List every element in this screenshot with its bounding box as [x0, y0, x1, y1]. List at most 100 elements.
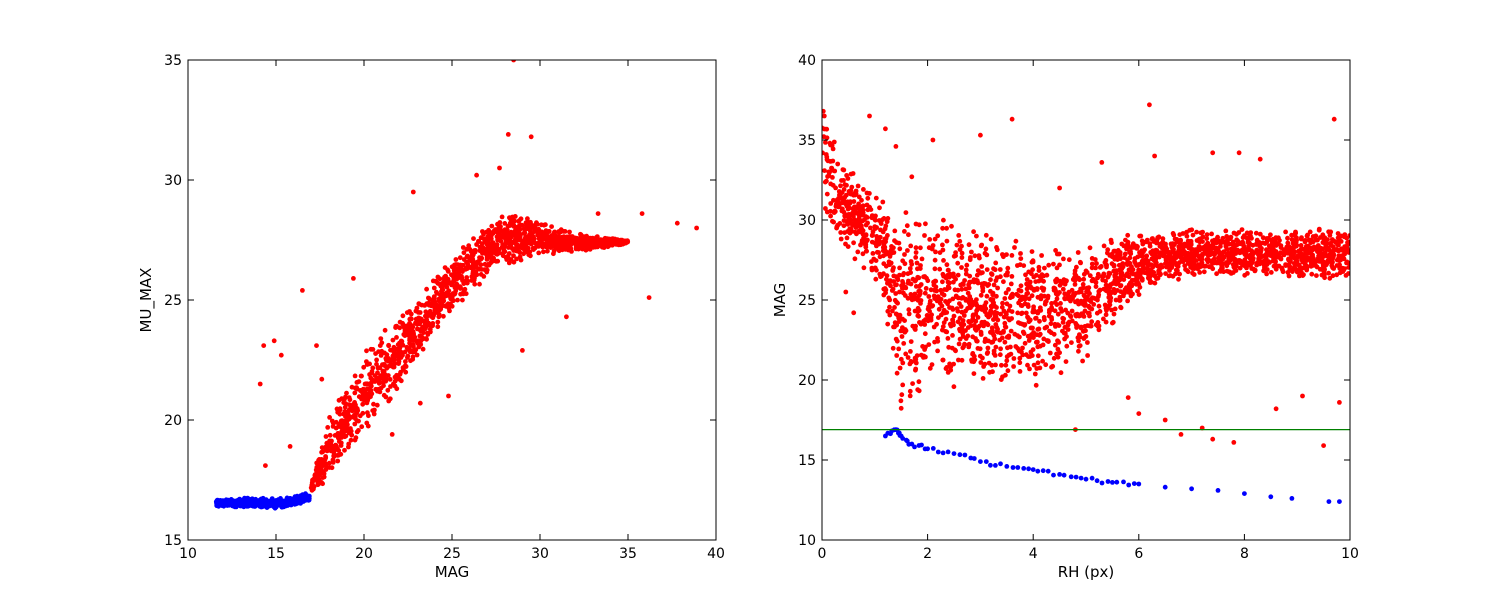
data-point: [892, 228, 898, 234]
data-point: [916, 308, 922, 313]
data-point: [639, 211, 645, 217]
data-point: [940, 357, 946, 363]
data-point: [387, 377, 393, 382]
data-point: [853, 218, 859, 224]
data-point: [1031, 304, 1036, 310]
data-point: [365, 396, 371, 401]
data-point: [441, 313, 446, 319]
data-point: [892, 305, 897, 310]
data-point: [1087, 245, 1093, 251]
data-point: [1030, 325, 1035, 331]
data-point: [850, 223, 855, 228]
data-point: [342, 409, 348, 414]
data-point: [379, 348, 385, 354]
data-point: [973, 336, 978, 341]
data-point: [1241, 233, 1247, 239]
data-point: [1097, 309, 1103, 314]
data-point: [899, 334, 905, 339]
data-point: [1221, 254, 1227, 260]
data-point: [1109, 240, 1114, 246]
data-point: [1089, 265, 1095, 271]
data-point: [1174, 262, 1179, 268]
data-point: [342, 404, 348, 410]
data-point: [1310, 234, 1316, 239]
data-point: [1080, 285, 1086, 291]
series-0-points: [822, 102, 1350, 448]
data-point: [956, 341, 962, 347]
data-point: [431, 285, 437, 291]
data-point: [1196, 262, 1202, 267]
data-point: [1051, 261, 1056, 267]
data-point: [985, 345, 991, 351]
data-point: [1344, 260, 1349, 266]
data-point: [417, 310, 423, 315]
data-point: [900, 436, 906, 441]
data-point: [1134, 278, 1140, 284]
data-point: [1321, 443, 1326, 448]
data-point: [959, 243, 964, 249]
data-point: [568, 246, 574, 251]
data-point: [902, 261, 908, 267]
data-point: [928, 317, 934, 323]
data-point: [518, 222, 524, 228]
y-tick-label: 35: [164, 53, 182, 69]
data-point: [908, 339, 914, 344]
data-point: [865, 195, 871, 201]
data-point: [1039, 253, 1044, 258]
data-point: [1023, 272, 1028, 278]
data-point: [870, 251, 876, 256]
data-point: [354, 410, 360, 416]
data-point: [959, 255, 965, 260]
data-point: [1162, 484, 1168, 490]
data-point: [385, 387, 391, 393]
data-point: [600, 237, 605, 243]
data-point: [506, 260, 512, 266]
data-point: [394, 372, 399, 378]
data-point: [960, 281, 966, 287]
data-point: [973, 318, 979, 324]
data-point: [1085, 340, 1090, 345]
data-point: [1297, 268, 1303, 273]
x-tick-label: 2: [923, 546, 932, 562]
data-point: [1106, 283, 1111, 289]
data-point: [432, 299, 438, 304]
data-point: [1004, 272, 1010, 278]
y-tick-label: 20: [164, 413, 182, 429]
data-point: [1049, 315, 1054, 320]
data-point: [1004, 464, 1010, 469]
data-point: [957, 315, 963, 321]
data-point: [903, 210, 909, 216]
data-point: [352, 373, 358, 379]
data-point: [1036, 326, 1042, 332]
data-point: [922, 322, 928, 327]
data-point: [249, 496, 255, 502]
data-point: [1286, 273, 1292, 279]
data-point: [595, 211, 601, 217]
data-point: [1027, 279, 1033, 285]
data-point: [366, 381, 372, 387]
data-point: [961, 313, 967, 318]
data-point: [1101, 286, 1107, 292]
data-point: [484, 257, 490, 262]
data-point: [1307, 229, 1313, 235]
data-point: [887, 304, 892, 310]
data-point: [946, 285, 952, 291]
data-point: [674, 220, 680, 226]
data-point: [983, 232, 989, 238]
data-point: [1101, 243, 1107, 249]
data-point: [407, 346, 412, 352]
data-point: [998, 377, 1004, 382]
data-point: [587, 235, 593, 241]
data-point: [1159, 264, 1165, 270]
data-point: [1042, 265, 1047, 271]
data-point: [1041, 278, 1046, 284]
data-point: [940, 279, 945, 285]
data-point: [1237, 248, 1243, 254]
data-point: [825, 158, 831, 164]
data-point: [984, 252, 990, 258]
data-point: [526, 220, 531, 226]
data-point: [336, 448, 342, 453]
data-point: [452, 265, 457, 271]
data-point: [1169, 263, 1175, 269]
data-point: [827, 169, 832, 175]
